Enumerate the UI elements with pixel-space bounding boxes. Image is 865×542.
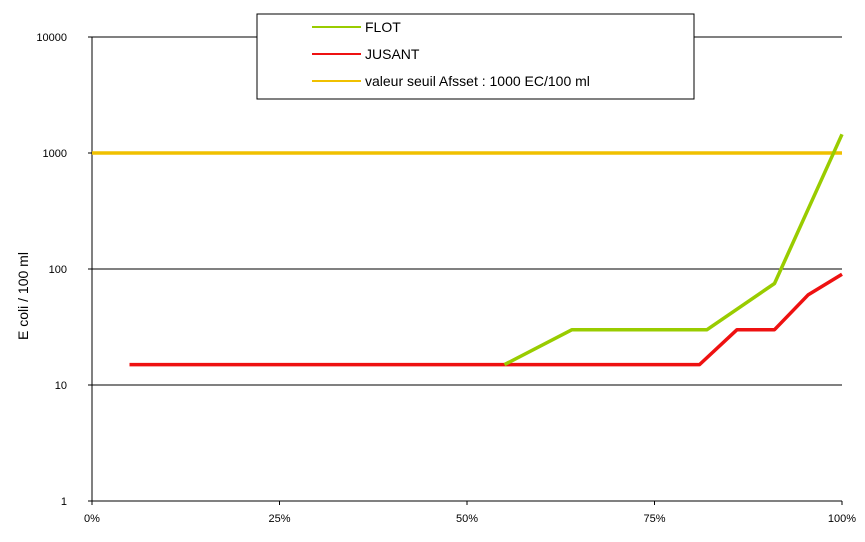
legend-label: JUSANT [365, 46, 420, 62]
x-tick-label: 100% [828, 513, 856, 525]
legend-box [256, 13, 695, 100]
y-axis-title: E coli / 100 ml [15, 252, 31, 340]
series-line-jusant [129, 272, 843, 367]
legend-label: valeur seuil Afsset : 1000 EC/100 ml [365, 73, 590, 89]
x-tick-label: 50% [456, 513, 478, 525]
y-tick-label: 1000 [43, 148, 67, 160]
y-tick-label: 1 [61, 496, 67, 508]
x-tick-label: 25% [268, 513, 290, 525]
y-tick-label: 100 [49, 264, 67, 276]
series-lines [92, 133, 844, 367]
y-tick-label: 10000 [36, 32, 67, 44]
series-line-flot [503, 133, 844, 367]
x-tick-label: 0% [84, 513, 100, 525]
legend-label: FLOT [365, 19, 401, 35]
y-tick-label: 10 [55, 380, 67, 392]
legend: FLOT JUSANT valeur seuil Afsset : 1000 EC/… [256, 13, 695, 100]
x-tick-labels: 0% 25% 50% 75% 100% [84, 501, 856, 525]
y-tick-labels: 1 10 100 1000 10000 [36, 32, 92, 508]
x-tick-label: 75% [643, 513, 665, 525]
